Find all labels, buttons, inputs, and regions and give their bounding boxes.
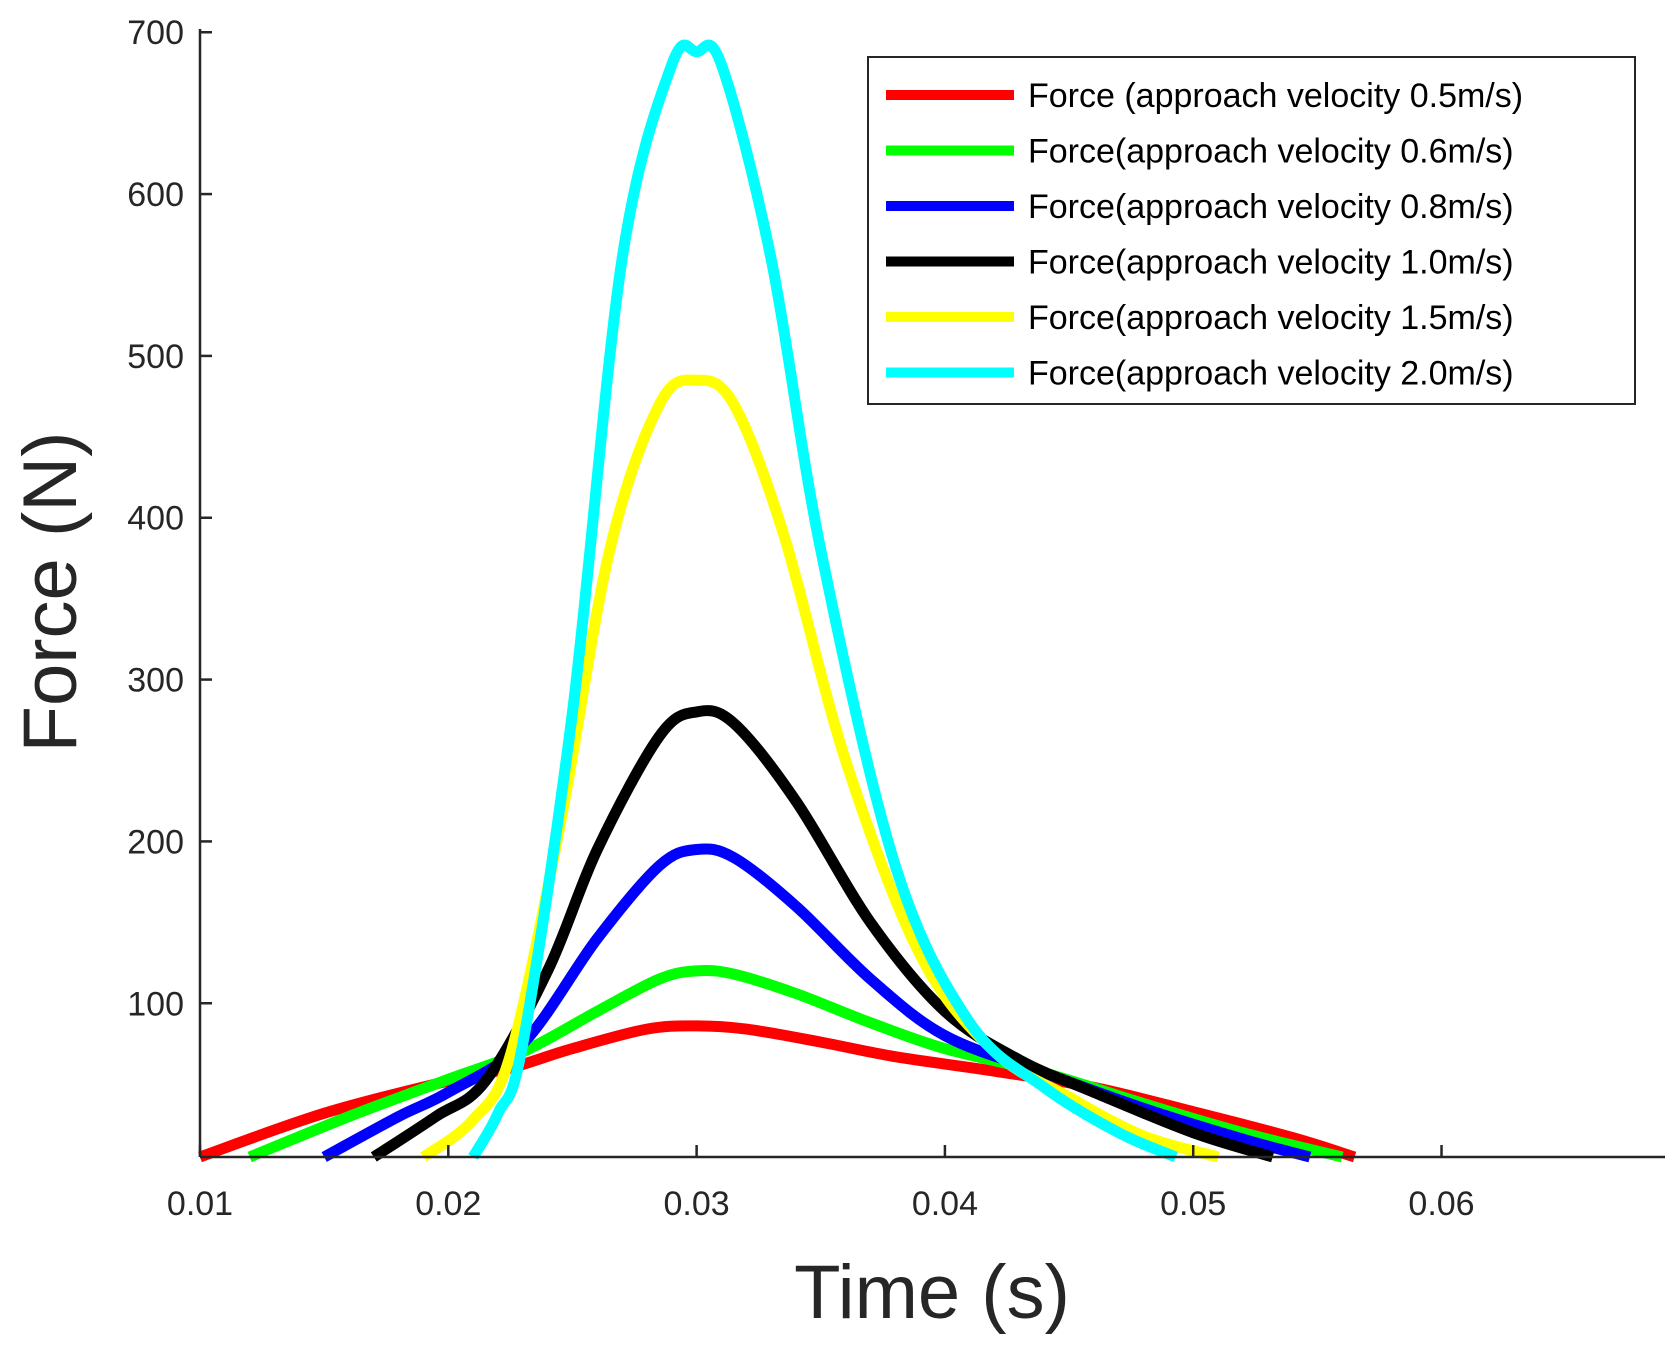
x-tick-label-4: 0.04 xyxy=(912,1185,978,1223)
x-axis-title: Time (s) xyxy=(794,1250,1070,1335)
y-ticks: 100 200 300 400 500 600 700 xyxy=(127,14,212,1023)
y-tick-label-7: 700 xyxy=(127,14,184,52)
y-tick-label-6: 600 xyxy=(127,176,184,214)
y-axis-title: Force (N) xyxy=(8,432,93,753)
x-tick-label-1: 0.01 xyxy=(167,1185,233,1223)
y-tick-label-4: 400 xyxy=(127,500,184,538)
y-tick-label-3: 300 xyxy=(127,662,184,700)
y-tick-label-5: 500 xyxy=(127,338,184,376)
legend-items: Force (approach velocity 0.5m/s) Force(ap… xyxy=(886,77,1523,393)
x-tick-label-5: 0.05 xyxy=(1160,1185,1226,1223)
legend-box xyxy=(867,56,1636,405)
legend-label-4: Force(approach velocity 1.0m/s) xyxy=(1028,244,1514,282)
x-ticks: 0.01 0.02 0.03 0.04 0.05 0.06 xyxy=(167,1145,1475,1223)
legend-label-1: Force (approach velocity 0.5m/s) xyxy=(1028,77,1523,115)
x-tick-label-3: 0.03 xyxy=(664,1185,730,1223)
x-tick-label-6: 0.06 xyxy=(1408,1185,1474,1223)
legend: Force (approach velocity 0.5m/s) Force(ap… xyxy=(867,56,1636,405)
axes xyxy=(198,29,1665,1159)
series-layer xyxy=(198,39,1357,1163)
legend-label-3: Force(approach velocity 0.8m/s) xyxy=(1028,188,1514,226)
y-tick-label-1: 100 xyxy=(127,985,184,1023)
legend-label-5: Force(approach velocity 1.5m/s) xyxy=(1028,299,1514,337)
x-tick-label-2: 0.02 xyxy=(415,1185,481,1223)
series-line-6 xyxy=(468,39,1178,1163)
legend-label-6: Force(approach velocity 2.0m/s) xyxy=(1028,355,1514,393)
legend-label-2: Force(approach velocity 0.6m/s) xyxy=(1028,133,1514,171)
y-tick-label-2: 200 xyxy=(127,823,184,861)
